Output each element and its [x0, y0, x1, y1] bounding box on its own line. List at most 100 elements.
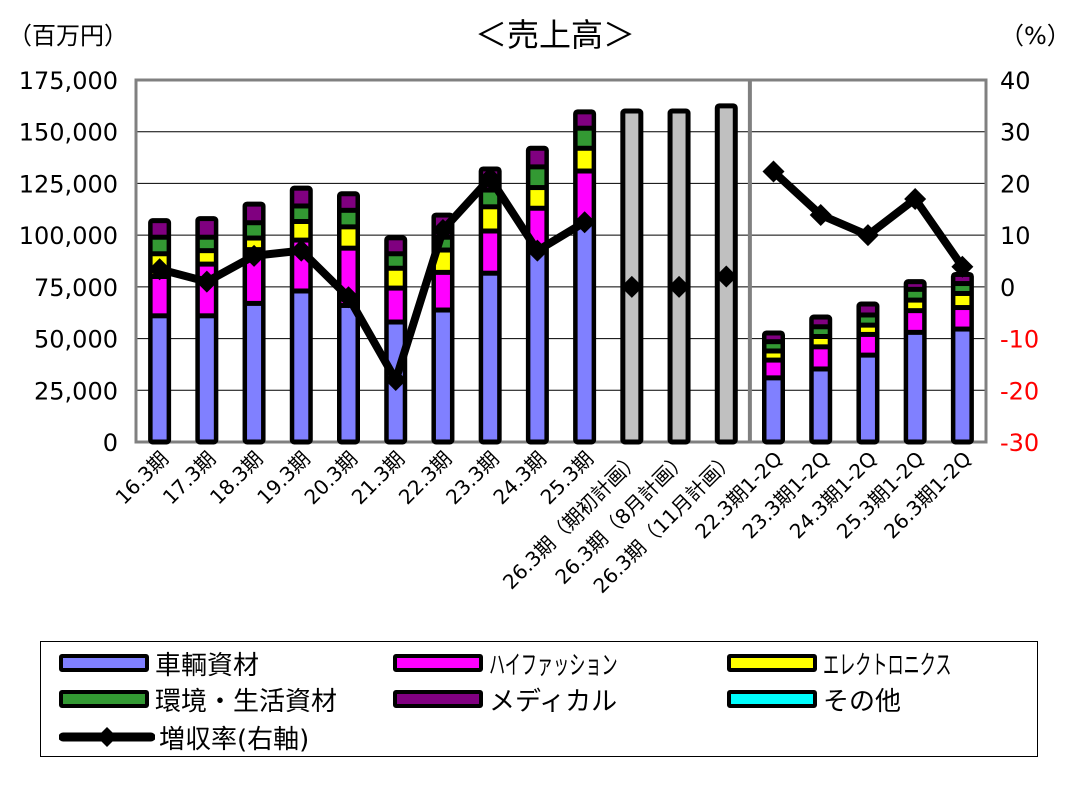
- category-label: 22.3期: [394, 447, 457, 510]
- legend-item-growth-rate: 増収率(右軸): [59, 720, 310, 755]
- growth-rate-marker: [715, 265, 738, 288]
- bar-segment: [908, 291, 923, 298]
- bar-segment: [955, 295, 970, 306]
- bar-6: [384, 235, 408, 445]
- bar-segment: [577, 114, 592, 126]
- right-tick-label: 30: [1000, 119, 1031, 147]
- bar-segment: [435, 312, 450, 440]
- bar-segment: [530, 250, 545, 440]
- bar-segment: [813, 319, 828, 325]
- bar-8: [478, 166, 502, 445]
- bar-segment: [247, 252, 262, 301]
- bar-segment: [388, 240, 403, 252]
- bar-segment: [199, 221, 214, 235]
- growth-rate-marker: [148, 258, 171, 281]
- left-tick-label: 25,000: [34, 377, 118, 405]
- bar-segment: [199, 253, 214, 262]
- growth-rate-marker: [431, 218, 454, 241]
- category-label: 16.3期: [111, 447, 174, 510]
- bar-segment: [341, 212, 356, 225]
- legend-label: 環境・生活資材: [155, 686, 338, 717]
- bar-segment: [152, 318, 167, 440]
- legend-label: 増収率(右軸): [159, 724, 310, 755]
- bar-segment: [577, 223, 592, 440]
- legend-label: 車輌資材: [155, 650, 260, 681]
- bar-segment: [908, 334, 923, 440]
- category-label: 18.3期: [205, 447, 268, 510]
- bar-segment: [483, 209, 498, 229]
- bar-segment: [388, 256, 403, 266]
- legend-swatch: [393, 690, 483, 708]
- category-label: 20.3期: [299, 447, 362, 510]
- left-tick-label: 150,000: [19, 119, 118, 147]
- growth-rate-marker: [762, 160, 785, 183]
- legend-swatch: [393, 654, 483, 672]
- left-tick-label: 75,000: [34, 274, 118, 302]
- bar-segment: [766, 353, 781, 358]
- bar-segment: [766, 362, 781, 376]
- plot-area: [134, 78, 988, 444]
- growth-rate-marker: [195, 270, 218, 293]
- bar-segment: [908, 313, 923, 330]
- legend-label: エレクトロニクス: [823, 650, 952, 681]
- bar-7: [431, 212, 455, 445]
- bar-segment: [435, 239, 450, 248]
- bar-segment: [577, 150, 592, 169]
- bar-15: [809, 314, 833, 445]
- bar-segment: [955, 286, 970, 291]
- bar-segment: [247, 206, 262, 221]
- category-label: 19.3期: [252, 447, 315, 510]
- bar-3: [242, 201, 266, 445]
- legend-label: その他: [823, 686, 902, 717]
- legend-line-diamond-icon: [59, 727, 155, 747]
- category-label: 17.3期: [158, 447, 221, 510]
- bar-segment: [152, 223, 167, 235]
- bar-segment: [955, 310, 970, 327]
- growth-rate-marker: [809, 203, 832, 226]
- bar-2: [195, 216, 219, 445]
- right-tick-label: 0: [1000, 274, 1015, 302]
- bar-18: [950, 271, 974, 445]
- right-tick-label: 20: [1000, 170, 1031, 198]
- right-tick-label: -20: [1000, 377, 1039, 405]
- bar-segment: [152, 279, 167, 314]
- sales-chart: ＜売上高＞ （百万円） （%） 0 25,000 50,000 75,000 100,000 1…: [8, 16, 1071, 598]
- bar-segment: [530, 190, 545, 206]
- right-tick-label: 40: [1000, 67, 1031, 95]
- bar-segment: [955, 331, 970, 440]
- bar-segment: [860, 336, 875, 353]
- bar-segment: [766, 335, 781, 340]
- bar-segment: [860, 357, 875, 440]
- bar-segment: [908, 302, 923, 309]
- bar-segment: [530, 150, 545, 165]
- growth-rate-marker: [384, 368, 407, 391]
- bar-segment: [435, 274, 450, 308]
- chart-title: ＜売上高＞: [475, 16, 635, 54]
- bar-segment: [294, 208, 309, 219]
- bar-segment: [530, 169, 545, 186]
- bar-segment: [813, 339, 828, 345]
- category-label: 21.3期: [347, 447, 410, 510]
- growth-rate-marker: [573, 211, 596, 234]
- right-tick-label: -30: [1000, 429, 1039, 457]
- growth-rate-marker: [951, 255, 974, 278]
- category-label: 23.3期: [441, 447, 504, 510]
- growth-rate-marker: [904, 187, 927, 210]
- bar-segment: [577, 130, 592, 146]
- bar-segment: [766, 380, 781, 440]
- right-tick-label: -10: [1000, 326, 1039, 354]
- bar-segment: [860, 317, 875, 323]
- bar-segment: [341, 307, 356, 440]
- left-tick-label: 100,000: [19, 222, 118, 250]
- bar-segment: [955, 276, 970, 282]
- bar-segment: [483, 192, 498, 205]
- legend-item-electronics: エレクトロニクス: [727, 646, 1030, 681]
- bar-segment: [388, 270, 403, 286]
- bar-segment: [860, 306, 875, 313]
- right-axis-unit: （%）: [1000, 22, 1071, 50]
- bar-segment: [860, 327, 875, 332]
- bar-10: [573, 109, 597, 445]
- growth-rate-line: [158, 174, 587, 384]
- legend-swatch: [59, 654, 149, 672]
- growth-rate-marker: [243, 244, 266, 267]
